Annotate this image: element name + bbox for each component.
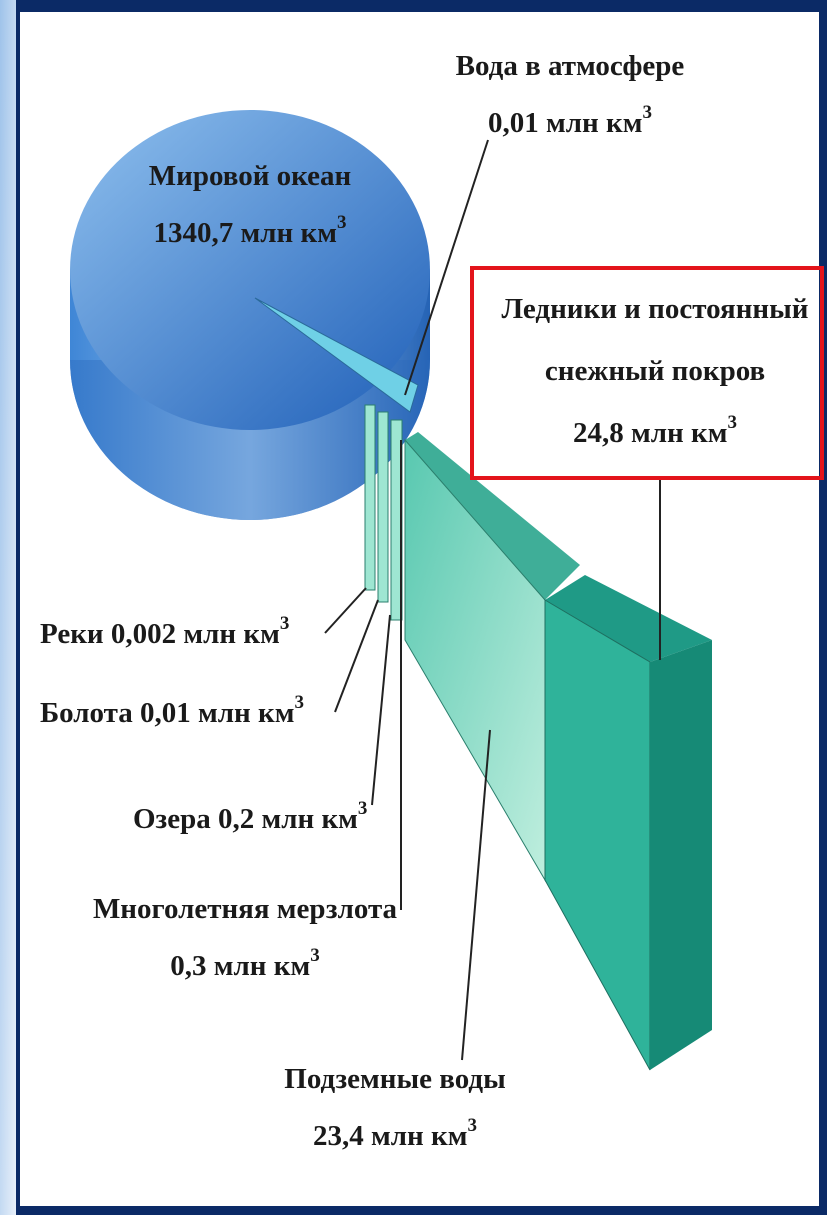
label-text: 23,4 млн км (313, 1120, 467, 1152)
label-line: Ледники и постоянный (502, 293, 809, 325)
superscript: 3 (727, 412, 737, 433)
label-line: снежный покров (545, 355, 765, 387)
superscript: 3 (337, 212, 347, 233)
label-line: 0,01 млн км3 (488, 102, 652, 139)
superscript: 3 (310, 945, 320, 966)
label-line: Озера 0,2 млн км3 (133, 798, 367, 835)
label-line: Многолетняя мерзлота (93, 893, 398, 925)
leader (461, 729, 491, 1061)
label-text: Ледники и постоянный (502, 293, 809, 325)
label-text: Болота 0,01 млн км (40, 697, 294, 729)
label-text: Озера 0,2 млн км (133, 803, 358, 835)
leader (334, 599, 379, 713)
leaders (324, 139, 661, 1061)
label-line: 24,8 млн км3 (573, 412, 737, 449)
leader (324, 587, 367, 634)
label-text: Вода в атмосфере (456, 50, 685, 82)
superscript: 3 (467, 1115, 477, 1136)
label-line: 23,4 млн км3 (313, 1115, 477, 1152)
left-strip (0, 0, 16, 1215)
superscript: 3 (642, 102, 652, 123)
leader (404, 139, 489, 396)
label-text: 0,3 млн км (170, 950, 310, 982)
label-line: 1340,7 млн км3 (154, 212, 347, 249)
slab (377, 411, 389, 603)
label-text: Многолетняя мерзлота (93, 893, 398, 925)
label-line: Реки 0,002 млн км3 (40, 613, 289, 650)
label-line: Мировой океан (149, 160, 351, 192)
glacier-top (545, 575, 712, 662)
label-text: снежный покров (545, 355, 765, 387)
label-text: Подземные воды (284, 1063, 505, 1095)
superscript: 3 (294, 692, 304, 713)
label-line: Подземные воды (284, 1063, 505, 1095)
label-line: Болота 0,01 млн км3 (40, 692, 304, 729)
label-line: 0,3 млн км3 (170, 945, 319, 982)
block-top (405, 432, 580, 600)
glacier-side (650, 640, 712, 1070)
highlight-box (470, 266, 824, 480)
label-text: Реки 0,002 млн км (40, 618, 280, 650)
superscript: 3 (280, 613, 290, 634)
label-text: 1340,7 млн км (154, 217, 337, 249)
label-text: 24,8 млн км (573, 417, 727, 449)
leader (371, 614, 391, 806)
label-text: 0,01 млн км (488, 107, 642, 139)
panel-border (16, 8, 823, 1210)
superscript: 3 (358, 798, 368, 819)
wedge (254, 297, 419, 413)
slab (364, 404, 376, 591)
label-line: Вода в атмосфере (456, 50, 685, 82)
label-text: Мировой океан (149, 160, 351, 192)
